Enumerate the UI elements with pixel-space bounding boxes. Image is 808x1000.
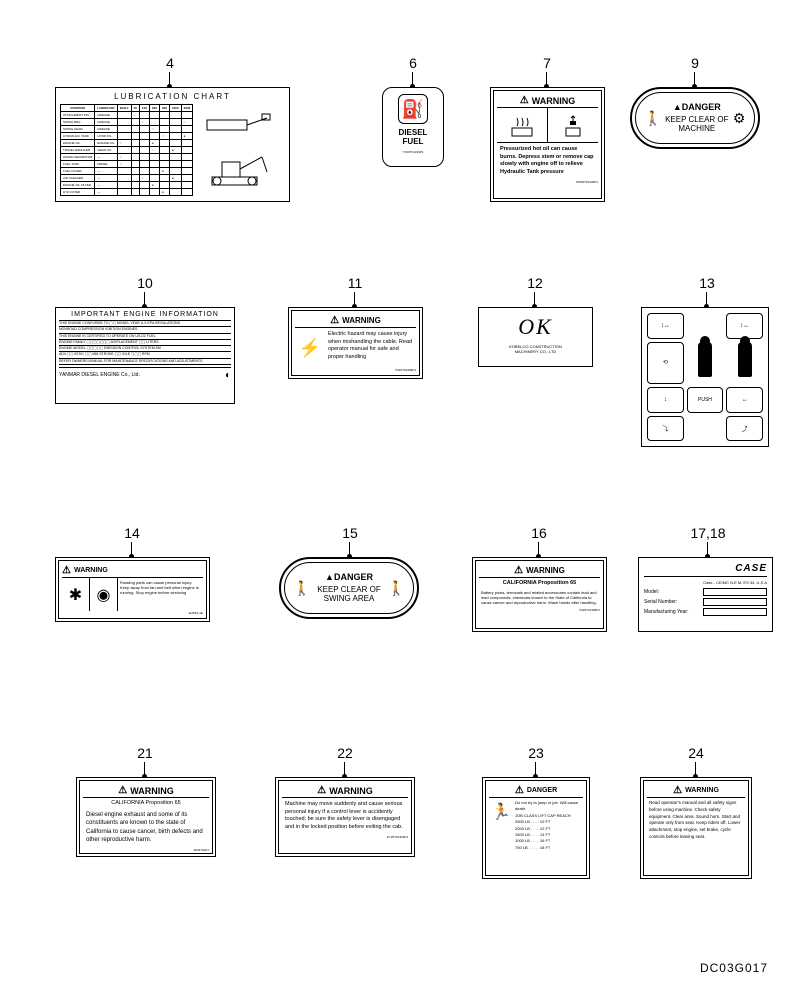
warning-triangle-icon: ⚠ <box>317 785 326 796</box>
pattern-icon: ⟲ <box>647 342 684 385</box>
pointer <box>694 72 695 86</box>
warning-triangle-icon: ⚠ <box>330 315 339 326</box>
pointer <box>169 72 170 86</box>
hot-surface-icon <box>497 108 548 142</box>
ref-22: 22 <box>330 745 360 761</box>
ref-9: 9 <box>680 55 710 71</box>
label-lubrication-chart: LUBRICATION CHART POSITIONLUBRICANTDAILY… <box>55 87 290 202</box>
pointer <box>706 292 707 306</box>
ref-6: 6 <box>398 55 428 71</box>
ref-13: 13 <box>692 275 722 291</box>
pointer <box>354 292 355 306</box>
pointer <box>707 542 708 556</box>
pattern-icon: ↕↔ <box>726 313 763 339</box>
label-warning-machine-move: ⚠WARNING Machine may move suddenly and c… <box>275 777 415 857</box>
label-nameplate: CASE Case - CE/MC N.E M. ES 34, U.S.A Mo… <box>638 557 773 632</box>
label-warning-read-manual: ⚠WARNING Read operator's manual and all … <box>640 777 752 879</box>
lub-table: POSITIONLUBRICANTDAILY501002505001000200… <box>60 104 193 196</box>
pointer <box>131 542 132 556</box>
label-warning-rotating-parts: ⚠WARNING ✱ ◉ Rotating parts can cause pe… <box>55 557 210 622</box>
yanmar-logo-icon: ◐ <box>225 370 231 381</box>
person-struck-icon: 🚶 <box>644 103 661 133</box>
ref-4: 4 <box>155 55 185 71</box>
label-warning-prop65-exhaust: ⚠WARNING CALIFORNIA Proposition 65 Diese… <box>76 777 216 857</box>
label-warning-prop65-battery: ⚠WARNING CALIFORNIA Proposition 65 Batte… <box>472 557 607 632</box>
label-ok-kobelco: OK KOBELCO CONSTRUCTION MACHINERY CO., L… <box>478 307 593 367</box>
warning-triangle-icon: ⚠ <box>62 565 71 576</box>
ref-12: 12 <box>520 275 550 291</box>
pointer <box>534 292 535 306</box>
fuel-pump-icon: ⛽ <box>398 94 428 124</box>
label-engine-information: IMPORTANT ENGINE INFORMATION THIS ENGINE… <box>55 307 235 404</box>
pointer <box>546 72 547 86</box>
ref-21: 21 <box>130 745 160 761</box>
pattern-icon: ↔ <box>726 387 763 413</box>
warning-triangle-icon: ⚠ <box>520 95 529 106</box>
lub-diagram <box>197 104 277 196</box>
label-danger-swing-area: 🚶 ▲DANGER KEEP CLEAR OF SWING AREA 🚶 <box>279 557 419 619</box>
warning-triangle-icon: ⚠ <box>118 785 127 796</box>
ref-7: 7 <box>532 55 562 71</box>
ref-10: 10 <box>130 275 160 291</box>
ref-23: 23 <box>521 745 551 761</box>
belt-pulley-icon: ◉ <box>90 578 118 611</box>
label-warning-electric: ⚠WARNING ⚡ Electric hazard may cause inj… <box>288 307 423 379</box>
ref-15: 15 <box>335 525 365 541</box>
case-logo: CASE <box>644 563 767 577</box>
warning-triangle-icon: ⚠ <box>515 785 524 796</box>
swing-hazard-right-icon: 🚶 <box>388 573 405 603</box>
pattern-icon: ⤴ <box>726 416 763 442</box>
cap-remove-icon <box>548 108 598 142</box>
pointer <box>538 542 539 556</box>
label-danger-keep-clear-machine: 🚶 ▲DANGER KEEP CLEAR OF MACHINE ⚙ <box>630 87 760 149</box>
pointer <box>144 762 145 776</box>
electric-shock-icon: ⚡ <box>295 328 325 368</box>
label-diesel-fuel: ⛽ DIESEL FUEL YX20T01319P1 <box>382 87 444 167</box>
lub-title: LUBRICATION CHART <box>60 92 285 101</box>
crush-hazard-icon: ⚙ <box>732 103 746 133</box>
pointer <box>349 542 350 556</box>
falling-person-icon: 🏃 <box>489 798 513 853</box>
warning-triangle-icon: ⚠ <box>673 785 682 796</box>
pointer <box>535 762 536 776</box>
ref-11: 11 <box>340 275 370 291</box>
warning-triangle-icon: ⚠ <box>514 565 523 576</box>
pointer <box>144 292 145 306</box>
label-warning-hot-oil: ⚠WARNING Pressurized hot oil can cause b… <box>490 87 605 202</box>
ref-17-18: 17,18 <box>688 525 728 541</box>
pointer <box>412 72 413 86</box>
label-control-pattern: ↕↔ ↕↔ ⟲ ↕ PUSH ↔ ⤵ ⤴ PX12-3-0 <box>641 307 769 447</box>
pointer <box>344 762 345 776</box>
pattern-icon: ↕↔ <box>647 313 684 339</box>
ref-16: 16 <box>524 525 554 541</box>
pattern-icon: ↕ <box>647 387 684 413</box>
ref-14: 14 <box>117 525 147 541</box>
drawing-reference: DC03G017 <box>700 961 768 975</box>
joystick-icon <box>738 342 752 377</box>
fan-blade-icon: ✱ <box>62 578 90 611</box>
swing-hazard-left-icon: 🚶 <box>293 573 310 603</box>
pointer <box>695 762 696 776</box>
label-danger-lift-capacity: ⚠DANGER 🏃 Do not try to jump or job. Wil… <box>482 777 590 879</box>
joystick-icon <box>698 342 712 377</box>
pattern-icon: ⤵ <box>647 416 684 442</box>
ref-24: 24 <box>681 745 711 761</box>
